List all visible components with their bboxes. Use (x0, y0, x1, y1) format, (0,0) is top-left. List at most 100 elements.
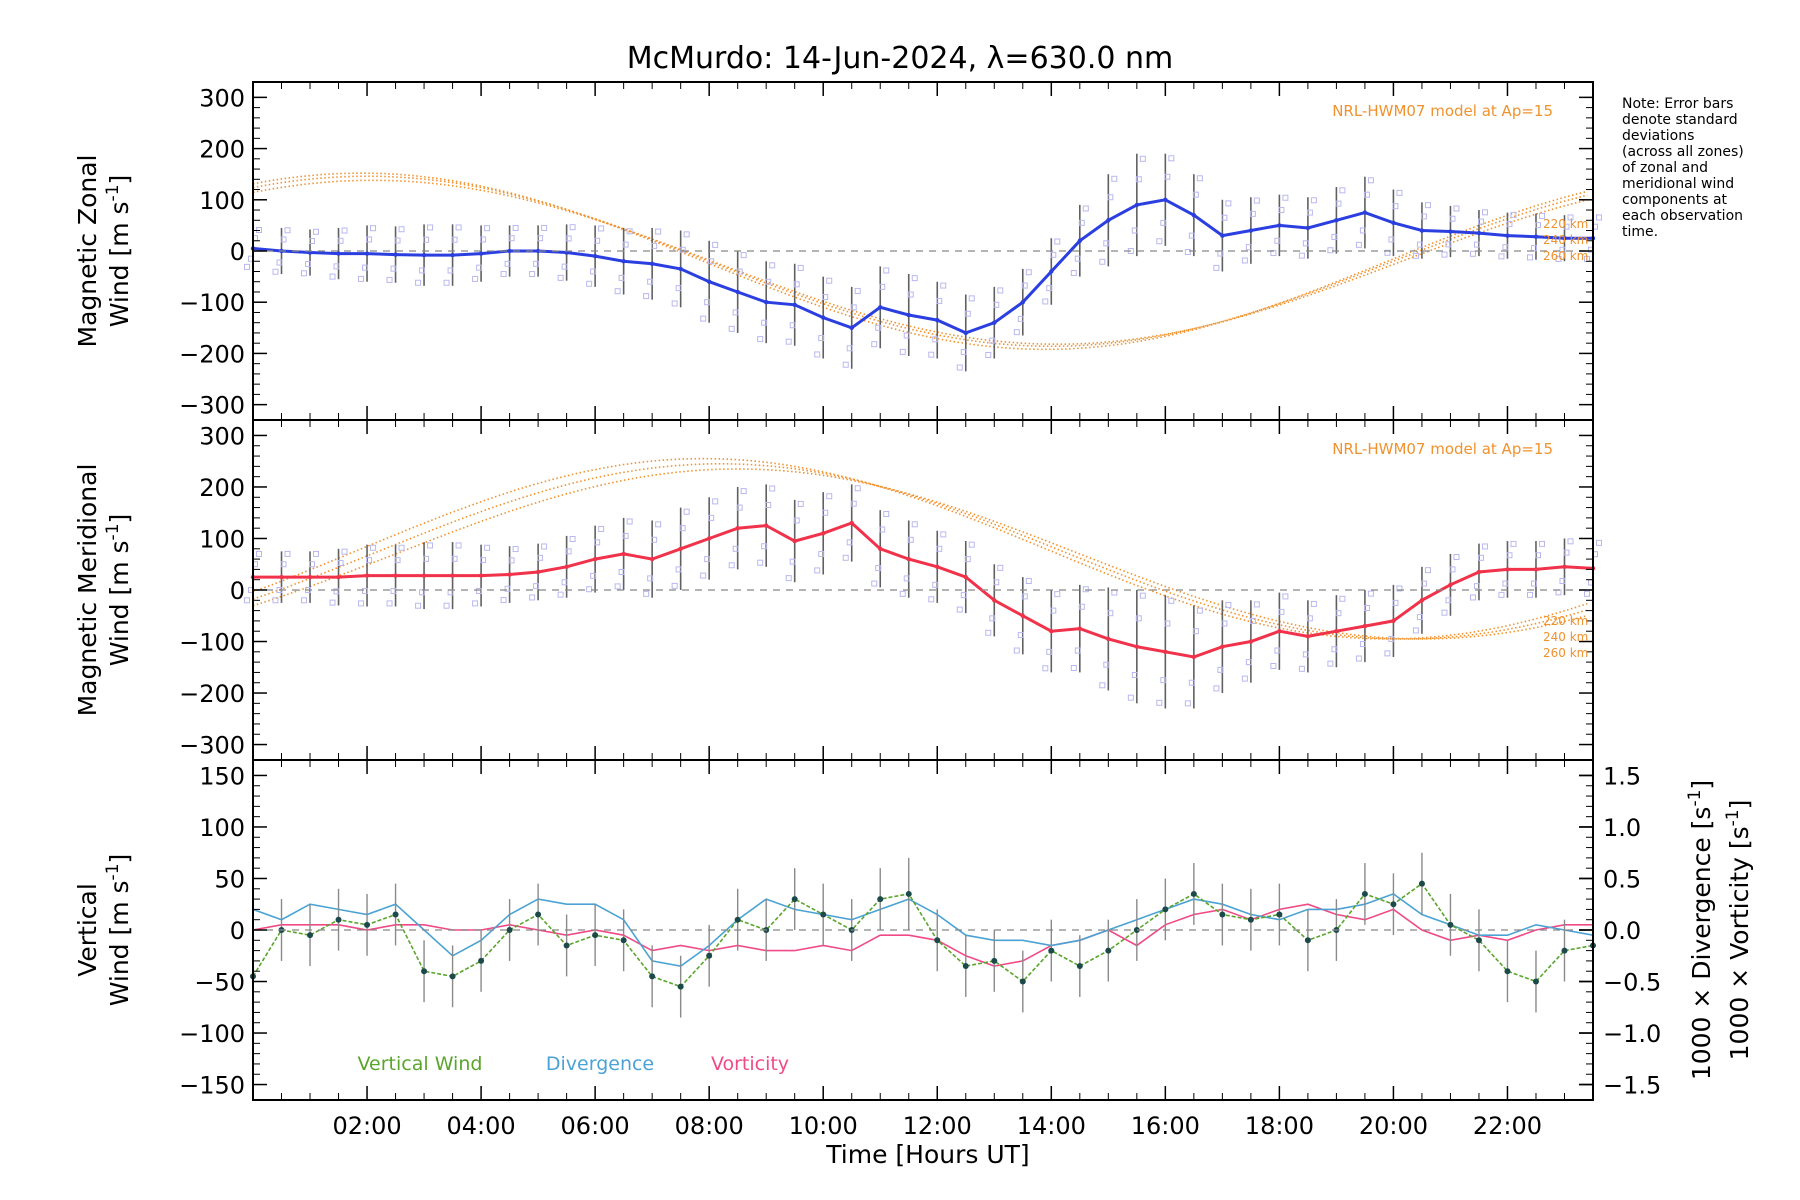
meridional-zone-marker (1530, 580, 1537, 587)
zonal-wind-point (1134, 202, 1140, 208)
meridional-zone-marker (1160, 677, 1167, 684)
zonal-zone-marker (1245, 244, 1252, 251)
meridional-zone-marker (500, 597, 507, 604)
zonal-zone-marker (683, 231, 690, 238)
meridional-zone-marker (903, 575, 910, 582)
meridional-zone-marker (1363, 605, 1370, 612)
zonal-ytick-label: −300 (179, 392, 245, 420)
meridional-zone-marker (1559, 577, 1566, 584)
zonal-zone-marker (1017, 315, 1024, 322)
zonal-zone-marker (907, 291, 914, 298)
meridional-zone-marker (1054, 591, 1061, 598)
meridional-zone-marker (1099, 682, 1106, 689)
y2-tick-label: 1.5 (1603, 762, 1641, 790)
meridional-zone-marker (789, 558, 796, 565)
meridional-wind-point (1220, 644, 1225, 649)
vertical-wind-point (791, 896, 798, 903)
zonal-zone-marker (276, 259, 283, 266)
x-tick-label: 18:00 (1245, 1112, 1314, 1140)
meridional-zone-marker (740, 488, 747, 495)
meridional-wind-point (649, 556, 655, 562)
meridional-zone-marker (765, 502, 772, 508)
meridional-zone-marker (1563, 549, 1570, 556)
zonal-zone-marker (1538, 212, 1545, 219)
zonal-zone-marker (1188, 232, 1195, 239)
zonal-zone-marker (1596, 214, 1602, 221)
meridional-zone-marker (1046, 648, 1053, 655)
meridional-zone-marker (557, 591, 564, 598)
vertical-wind-point (1076, 963, 1083, 970)
meridional-wind-point (1562, 564, 1567, 570)
meridional-zone-marker (394, 557, 401, 564)
zonal-zone-marker (757, 336, 764, 343)
zonal-wind-point (1391, 220, 1396, 226)
meridional-zone-marker (993, 579, 1000, 586)
zonal-wind-point (393, 252, 398, 257)
zonal-zone-marker (341, 227, 348, 234)
vertical-wind-point (478, 957, 485, 964)
zonal-zone-marker (985, 351, 992, 358)
zonal-zone-marker (1168, 155, 1175, 162)
zonal-zone-marker (1339, 187, 1346, 194)
zonal-zone-marker (512, 224, 519, 231)
zonal-zone-marker (423, 236, 430, 243)
meridional-wind-point (364, 573, 370, 578)
zonal-zone-marker (394, 237, 401, 244)
meridional-zone-marker (1131, 672, 1138, 678)
zonal-zone-marker (1510, 211, 1517, 218)
meridional-wind-point (821, 531, 826, 536)
vertical-wind-point (934, 937, 941, 944)
meridional-zone-marker (561, 579, 568, 586)
zonal-zone-marker (1078, 219, 1085, 226)
meridional-zone-marker (1367, 590, 1374, 597)
meridional-zone-marker (386, 600, 393, 607)
zonal-zone-marker (1469, 250, 1476, 257)
zonal-zone-marker (1082, 205, 1089, 212)
meridional-wind-point (393, 573, 398, 578)
zonal-zone-marker (1192, 191, 1199, 198)
meridional-zone-marker (704, 556, 711, 563)
x-tick-label: 02:00 (332, 1112, 401, 1140)
x-tick-label: 16:00 (1131, 1112, 1200, 1140)
note-line: (across all zones) (1622, 144, 1744, 160)
zonal-zone-marker (708, 258, 715, 265)
zonal-zone-marker (1506, 221, 1513, 228)
meridional-zone-marker (614, 583, 621, 590)
zonal-wind-point (1334, 218, 1339, 223)
vertical-ytick-label: 100 (199, 814, 245, 842)
zonal-zone-marker (370, 225, 377, 232)
meridional-wind-point (1106, 636, 1111, 642)
zonal-zone-marker (1253, 197, 1260, 204)
meridional-zone-marker (1013, 647, 1020, 654)
zonal-zone-marker (476, 264, 483, 271)
zonal-zone-marker (309, 238, 316, 245)
meridional-zone-marker (1335, 610, 1342, 617)
meridional-zone-marker (1111, 589, 1118, 596)
zonal-zone-marker (968, 295, 975, 302)
meridional-zone-marker (1253, 601, 1260, 608)
meridional-zone-marker (964, 556, 971, 563)
meridional-zone-marker (390, 588, 397, 595)
vertical-wind-point (820, 911, 827, 918)
meridional-wind-point (878, 546, 883, 551)
zonal-ytick-label: −100 (179, 289, 245, 317)
meridional-zone-marker (1453, 554, 1460, 561)
meridional-wind-point (1134, 644, 1140, 649)
meridional-zone-marker (736, 504, 743, 511)
meridional-zone-marker (512, 546, 519, 553)
meridional-wind-point (1305, 634, 1311, 639)
vorticity-axis-label: 1000 × Vorticity [s-1] (1723, 800, 1754, 1061)
meridional-zone-marker (940, 531, 947, 538)
meridional-zone-marker (1538, 540, 1545, 547)
meridional-zone-marker (1510, 540, 1517, 547)
meridional-wind-point (1391, 618, 1396, 624)
zonal-zone-marker (537, 235, 544, 242)
zonal-ylabel-line1: Magnetic Zonal (73, 155, 102, 348)
zonal-wind-point (963, 330, 968, 336)
meridional-zone-marker (529, 594, 536, 601)
vorticity-line (252, 903, 1593, 967)
meridional-wind-point (678, 546, 683, 551)
meridional-zone-marker (928, 596, 935, 603)
zonal-zone-marker (1335, 200, 1342, 207)
